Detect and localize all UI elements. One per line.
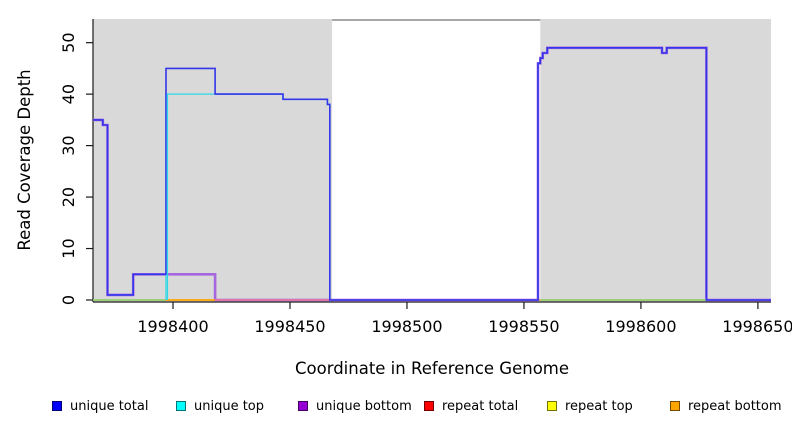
legend-label: unique total [70,398,149,414]
legend-item-unique-bottom: unique bottom [298,397,412,415]
shaded-region [93,19,333,302]
legend: unique total unique top unique bottom repea… [0,397,792,419]
legend-label: unique bottom [316,398,412,414]
legend-label: unique top [194,398,265,414]
x-tick-label: 1998500 [371,317,442,336]
shaded-region [540,19,771,302]
y-axis-title: Read Coverage Depth [15,69,34,251]
legend-swatch-unique-bottom [298,401,308,411]
x-tick-label: 1998650 [722,317,792,336]
y-tick-label: 40 [59,84,78,104]
legend-item-repeat-total: repeat total [424,397,518,415]
x-tick-label: 1998450 [254,317,325,336]
legend-swatch-unique-total [52,401,62,411]
legend-swatch-repeat-bottom [670,401,680,411]
legend-label: repeat bottom [688,398,782,414]
x-tick-label: 1998550 [488,317,559,336]
legend-label: repeat total [442,398,519,414]
legend-swatch-repeat-total [424,401,434,411]
y-tick-label: 50 [59,32,78,52]
legend-label: repeat top [565,398,633,414]
legend-item-repeat-top: repeat top [547,397,633,415]
legend-item-unique-total: unique total [52,397,148,415]
x-tick-label: 1998600 [605,317,676,336]
y-tick-label: 30 [59,135,78,155]
x-axis-title: Coordinate in Reference Genome [294,359,570,378]
legend-swatch-repeat-top [547,401,557,411]
legend-swatch-unique-top [176,401,186,411]
y-tick-label: 20 [59,187,78,207]
plot-canvas: 1998400 1998450 1998500 1998550 1998600 19986… [59,19,792,336]
legend-item-unique-top: unique top [176,397,264,415]
series-line-unique-total [93,46,771,301]
legend-item-repeat-bottom: repeat bottom [670,397,782,415]
x-tick-label: 1998400 [137,317,208,336]
y-tick-label: 10 [59,238,78,258]
y-tick-label: 0 [59,295,78,305]
